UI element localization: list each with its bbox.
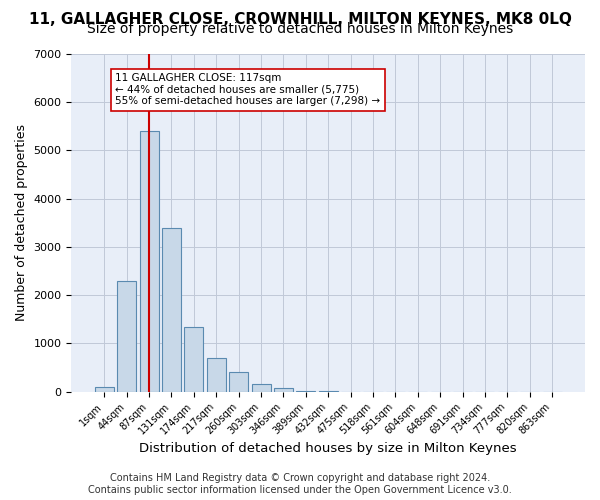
Text: 11, GALLAGHER CLOSE, CROWNHILL, MILTON KEYNES, MK8 0LQ: 11, GALLAGHER CLOSE, CROWNHILL, MILTON K…	[29, 12, 571, 28]
Bar	[274, 388, 293, 392]
Bar	[140, 131, 158, 392]
Bar	[117, 281, 136, 392]
Y-axis label: Number of detached properties: Number of detached properties	[15, 124, 28, 322]
Bar	[229, 372, 248, 392]
Bar	[207, 358, 226, 392]
Bar	[95, 387, 114, 392]
Bar	[296, 391, 316, 392]
Text: Size of property relative to detached houses in Milton Keynes: Size of property relative to detached ho…	[87, 22, 513, 36]
Bar	[162, 228, 181, 392]
Text: 11 GALLAGHER CLOSE: 117sqm
← 44% of detached houses are smaller (5,775)
55% of s: 11 GALLAGHER CLOSE: 117sqm ← 44% of deta…	[115, 74, 380, 106]
X-axis label: Distribution of detached houses by size in Milton Keynes: Distribution of detached houses by size …	[139, 442, 517, 455]
Bar	[184, 326, 203, 392]
Text: Contains HM Land Registry data © Crown copyright and database right 2024.
Contai: Contains HM Land Registry data © Crown c…	[88, 474, 512, 495]
Bar	[251, 384, 271, 392]
